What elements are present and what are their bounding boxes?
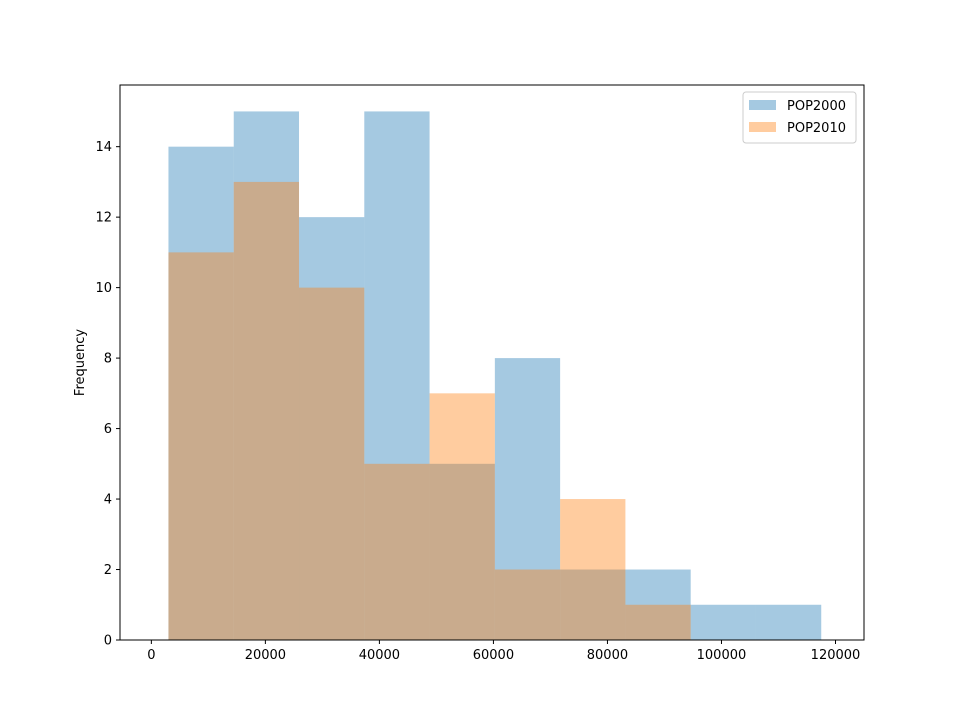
y-tick-label: 14 <box>95 140 112 155</box>
bar-pop2000-4 <box>429 463 495 640</box>
bar-pop2000-9 <box>755 604 822 640</box>
axes-frame <box>119 84 865 641</box>
plot-bars <box>168 111 822 640</box>
bar-pop2010-2 <box>299 287 365 640</box>
x-tick-label: 100000 <box>697 648 747 663</box>
x-tick-label: 40000 <box>359 648 400 663</box>
bar-pop2000-1 <box>233 111 300 640</box>
y-tick-label: 12 <box>95 211 112 226</box>
y-axis-label: Frequency <box>73 329 88 396</box>
bar-pop2010-5 <box>494 569 561 640</box>
bar-pop2010-7 <box>625 604 691 640</box>
y-tick-label: 10 <box>95 281 112 296</box>
legend: POP2000 POP2010 <box>742 91 857 144</box>
bar-pop2010-6 <box>560 499 626 640</box>
x-tick-label: 120000 <box>811 648 861 663</box>
bar-pop2000-0 <box>168 146 234 640</box>
legend-box <box>742 91 857 144</box>
bar-pop2000-5 <box>494 358 561 640</box>
bar-pop2000-2 <box>299 217 365 640</box>
legend-label-pop2010: POP2010 <box>787 121 846 136</box>
y-axis-ticks: 0 2 4 6 8 10 12 14 <box>95 140 120 649</box>
x-tick-label: 80000 <box>587 648 628 663</box>
x-tick-label: 60000 <box>473 648 514 663</box>
y-tick-label: 8 <box>104 352 112 367</box>
bar-pop2010-4 <box>429 393 495 640</box>
y-tick-label: 6 <box>104 422 112 437</box>
x-tick-label: 0 <box>147 648 155 663</box>
bar-pop2010-1 <box>233 181 300 640</box>
bar-pop2000-6 <box>560 569 626 640</box>
y-tick-label: 2 <box>104 563 112 578</box>
bar-pop2010-0 <box>168 252 234 640</box>
bar-pop2000-3 <box>364 111 430 640</box>
legend-swatch-pop2010 <box>749 122 776 132</box>
y-tick-label: 0 <box>104 634 112 649</box>
legend-swatch-pop2000 <box>749 100 776 110</box>
bar-pop2000-8 <box>690 604 756 640</box>
bar-pop2010-3 <box>364 463 430 640</box>
y-tick-label: 4 <box>104 493 112 508</box>
x-axis-ticks: 0 20000 40000 60000 80000 100000 120000 <box>147 640 860 663</box>
x-tick-label: 20000 <box>245 648 286 663</box>
legend-label-pop2000: POP2000 <box>787 99 846 114</box>
bar-pop2000-7 <box>625 569 691 640</box>
